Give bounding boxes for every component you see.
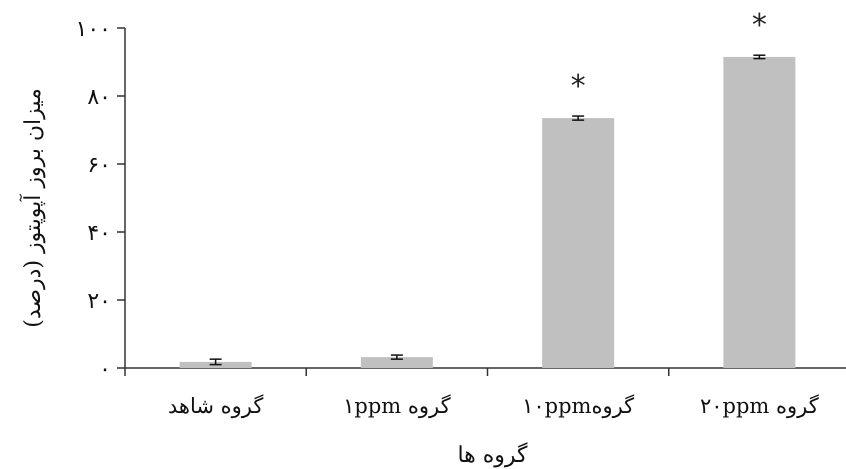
x-axis-title: گروه ها [457, 442, 528, 468]
significance-star: * [752, 8, 767, 43]
error-bar [209, 358, 222, 366]
y-axis-title: میزان بروز آپوپتوز (درصد) [19, 88, 46, 328]
category-label: گروه ۱ppm [343, 394, 450, 419]
x-axis [124, 367, 846, 376]
y-tick-label: ۶۰ [87, 153, 111, 178]
bar [542, 118, 615, 368]
y-tick-label: ۰ [99, 357, 111, 382]
significance-star: * [571, 69, 586, 104]
y-tick-label: ۸۰ [87, 85, 111, 110]
y-axis: ۰ ۲۰ ۴۰ ۶۰ ۸۰ ۱۰۰ [76, 17, 126, 382]
error-bar [390, 354, 403, 360]
y-tick-label: ۴۰ [87, 221, 111, 246]
error-bar [572, 115, 585, 121]
error-bar [753, 54, 766, 60]
bars: گروه شاهد گروه ۱ppm گروه۱۰ppm * گروه ۲۰ppm * [168, 8, 819, 419]
category-label: گروه ۲۰ppm [700, 394, 819, 419]
bar [723, 56, 796, 369]
y-tick-label: ۱۰۰ [76, 17, 111, 42]
category-label: گروه۱۰ppm [522, 394, 634, 419]
category-label: گروه شاهد [168, 394, 264, 419]
y-tick-label: ۲۰ [87, 289, 111, 314]
bar [360, 357, 433, 368]
